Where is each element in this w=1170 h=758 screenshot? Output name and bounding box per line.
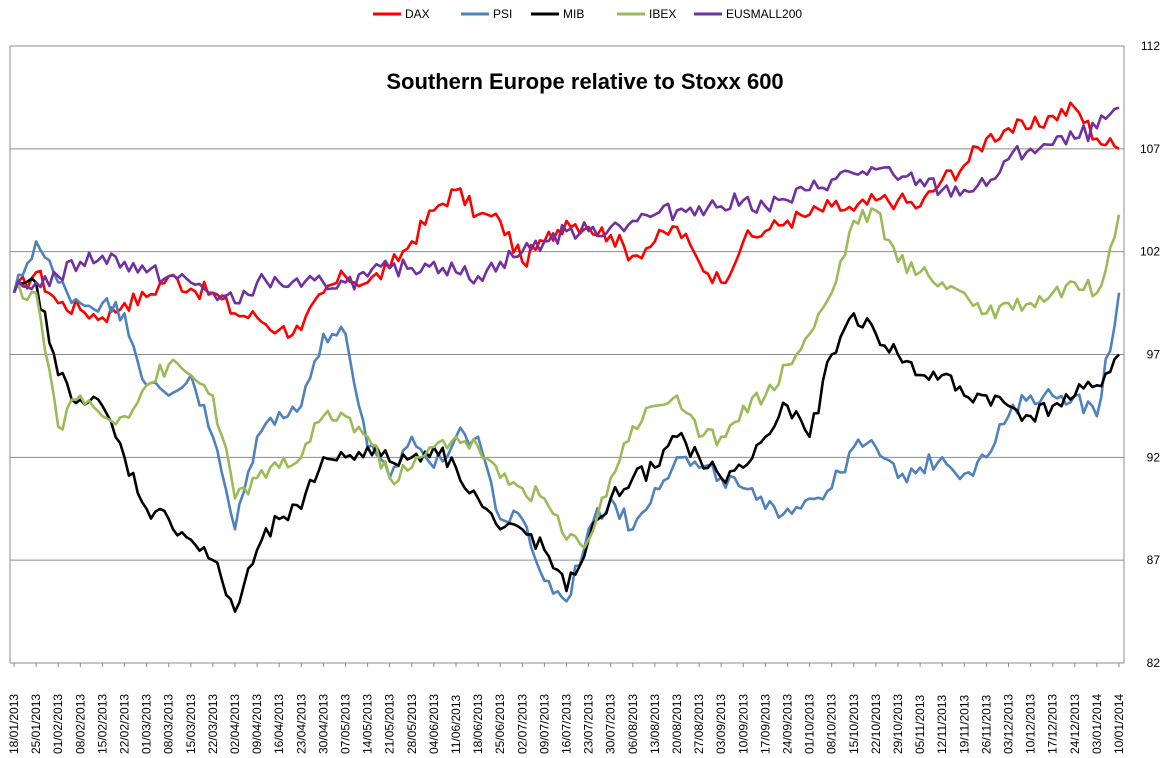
legend-label-psi: PSI — [493, 7, 512, 21]
x-tick-label: 23/07/2013 — [582, 694, 596, 754]
y-tick-label: 82 — [1147, 656, 1161, 670]
y-tick-label: 102 — [1140, 245, 1160, 259]
x-tick-label: 16/04/2013 — [272, 694, 286, 754]
y-tick-label: 107 — [1140, 142, 1160, 156]
x-tick-label: 02/07/2013 — [515, 694, 529, 754]
x-tick-label: 30/04/2013 — [316, 694, 330, 754]
x-tick-label: 27/08/2013 — [692, 694, 706, 754]
x-tick-label: 23/04/2013 — [294, 694, 308, 754]
series-lines — [12, 101, 1121, 613]
x-tick-label: 17/12/2013 — [1046, 694, 1060, 754]
x-tick-label: 25/01/2013 — [29, 694, 43, 754]
x-tick-label: 08/03/2013 — [162, 694, 176, 754]
x-tick-label: 29/10/2013 — [891, 694, 905, 754]
legend-label-ibex: IBEX — [649, 7, 676, 21]
x-tick-label: 18/01/2013 — [7, 694, 21, 754]
x-tick-label: 04/06/2013 — [427, 694, 441, 754]
series-line-mib — [12, 277, 1120, 613]
x-tick-label: 10/09/2013 — [736, 694, 750, 754]
series-line-ibex — [12, 207, 1121, 550]
x-tick-label: 03/09/2013 — [714, 694, 728, 754]
series-line-eusmall200 — [12, 106, 1120, 305]
x-tick-label: 03/01/2014 — [1090, 694, 1104, 754]
x-tick-label: 08/10/2013 — [825, 694, 839, 754]
x-tick-label: 01/10/2013 — [803, 694, 817, 754]
x-tick-label: 06/08/2013 — [626, 694, 640, 754]
legend-label-dax: DAX — [405, 7, 430, 21]
legend-label-mib: MIB — [563, 7, 584, 21]
series-line-dax — [12, 101, 1120, 339]
x-tick-label: 17/09/2013 — [758, 694, 772, 754]
x-tick-label: 09/04/2013 — [250, 694, 264, 754]
x-tick-label: 13/08/2013 — [648, 694, 662, 754]
x-tick-label: 08/02/2013 — [73, 694, 87, 754]
x-tick-label: 26/11/2013 — [979, 695, 993, 754]
x-tick-label: 01/03/2013 — [140, 694, 154, 754]
x-tick-label: 07/05/2013 — [339, 694, 353, 754]
x-axis: 18/01/2013 25/01/2013 01/02/2013 08/02/2013… — [7, 46, 1126, 754]
x-tick-label: 22/10/2013 — [869, 694, 883, 754]
x-tick-label: 24/09/2013 — [781, 694, 795, 754]
x-tick-label: 05/11/2013 — [913, 695, 927, 754]
x-tick-label: 11/06/2013 — [449, 695, 463, 754]
y-tick-label: 92 — [1147, 450, 1161, 464]
x-tick-label: 12/11/2013 — [935, 695, 949, 754]
y-tick-label: 97 — [1147, 348, 1161, 362]
x-tick-label: 15/02/2013 — [95, 694, 109, 754]
x-tick-label: 28/05/2013 — [405, 694, 419, 754]
x-tick-label: 22/02/2013 — [118, 694, 132, 754]
x-tick-label: 10/01/2014 — [1112, 694, 1126, 754]
chart-title: Southern Europe relative to Stoxx 600 — [386, 69, 783, 94]
x-tick-label: 03/12/2013 — [1002, 694, 1016, 754]
series-line-psi — [12, 240, 1121, 603]
x-tick-label: 01/02/2013 — [51, 694, 65, 754]
x-tick-label: 25/06/2013 — [493, 694, 507, 754]
x-tick-label: 22/03/2013 — [206, 694, 220, 754]
x-tick-label: 18/06/2013 — [471, 694, 485, 754]
legend: DAX PSI MIB IBEX EUSMALL200 — [373, 7, 802, 21]
x-tick-label: 20/08/2013 — [670, 694, 684, 754]
y-axis-ticks: 82 87 92 97 102 107 112 — [1140, 39, 1160, 670]
x-tick-label: 19/11/2013 — [957, 695, 971, 754]
x-tick-label: 15/03/2013 — [184, 694, 198, 754]
y-tick-label: 87 — [1147, 553, 1161, 567]
x-tick-label: 16/07/2013 — [560, 694, 574, 754]
x-tick-label: 02/04/2013 — [228, 694, 242, 754]
x-tick-label: 14/05/2013 — [361, 694, 375, 754]
x-tick-label: 09/07/2013 — [537, 694, 551, 754]
x-tick-label: 15/10/2013 — [847, 694, 861, 754]
legend-label-eusmall200: EUSMALL200 — [726, 7, 802, 21]
y-tick-label: 112 — [1141, 39, 1160, 53]
x-tick-label: 10/12/2013 — [1024, 694, 1038, 754]
x-tick-label: 21/05/2013 — [383, 694, 397, 754]
x-tick-label: 24/12/2013 — [1068, 694, 1082, 754]
x-tick-label: 30/07/2013 — [604, 694, 618, 754]
